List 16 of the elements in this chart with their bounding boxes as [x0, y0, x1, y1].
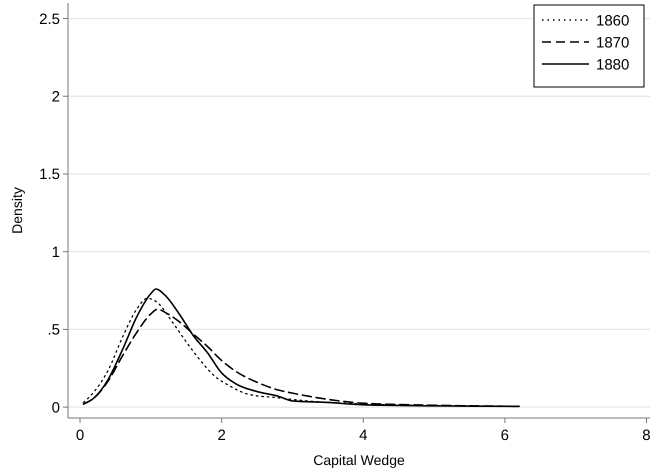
- legend-label: 1860: [596, 12, 630, 30]
- legend-label: 1870: [596, 34, 630, 52]
- y-tick-label: 1: [52, 244, 60, 261]
- x-tick-label: 2: [217, 427, 226, 444]
- y-axis-title: Density: [9, 187, 25, 234]
- x-tick-label: 0: [76, 427, 84, 444]
- y-tick-label: 0: [52, 399, 60, 416]
- y-tick-label: 2.5: [39, 10, 60, 28]
- x-axis-title: Capital Wedge: [313, 452, 405, 468]
- y-tick-label: 1.5: [39, 166, 60, 184]
- y-tick-label: 2: [52, 88, 60, 106]
- y-tick-label: .5: [47, 322, 60, 339]
- x-tick-label: 8: [642, 427, 651, 444]
- legend-label: 1880: [596, 56, 630, 74]
- x-tick-label: 6: [500, 427, 510, 444]
- x-tick-label: 4: [359, 427, 368, 444]
